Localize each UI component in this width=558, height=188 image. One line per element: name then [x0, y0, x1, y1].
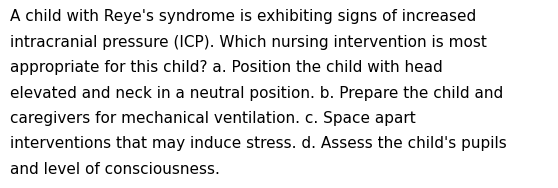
Text: elevated and neck in a neutral position. b. Prepare the child and: elevated and neck in a neutral position.… [10, 86, 503, 101]
Text: intracranial pressure (ICP). Which nursing intervention is most: intracranial pressure (ICP). Which nursi… [10, 35, 487, 50]
Text: and level of consciousness.: and level of consciousness. [10, 162, 220, 177]
Text: interventions that may induce stress. d. Assess the child's pupils: interventions that may induce stress. d.… [10, 136, 507, 151]
Text: caregivers for mechanical ventilation. c. Space apart: caregivers for mechanical ventilation. c… [10, 111, 416, 126]
Text: A child with Reye's syndrome is exhibiting signs of increased: A child with Reye's syndrome is exhibiti… [10, 9, 477, 24]
Text: appropriate for this child? a. Position the child with head: appropriate for this child? a. Position … [10, 60, 443, 75]
